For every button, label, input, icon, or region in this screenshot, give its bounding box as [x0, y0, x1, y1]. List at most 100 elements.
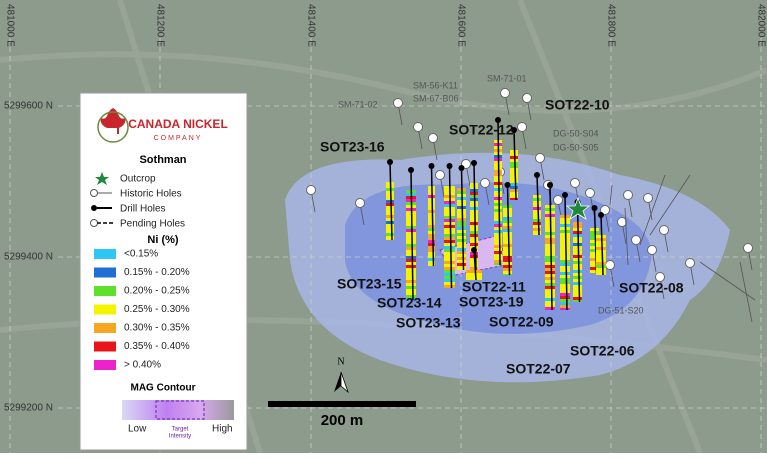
assay-interval	[560, 275, 570, 278]
assay-interval	[560, 305, 570, 308]
assay-interval	[457, 233, 466, 236]
assay-interval	[545, 274, 555, 277]
assay-interval	[457, 215, 466, 218]
assay-interval	[494, 242, 502, 245]
assay-interval	[510, 183, 518, 186]
assay-interval	[545, 283, 555, 286]
assay-interval	[533, 210, 541, 213]
historic-hole-label: DG-51-S20	[598, 305, 644, 315]
assay-interval	[386, 191, 394, 194]
assay-interval	[406, 277, 416, 280]
drill-collar	[428, 163, 435, 169]
assay-interval	[494, 248, 502, 251]
ni-swatch	[94, 304, 116, 315]
drill-collar	[387, 159, 393, 165]
assay-interval	[386, 221, 394, 224]
assay-interval	[510, 189, 518, 192]
historic-hole	[517, 122, 527, 132]
easting-label: 482000 E	[755, 4, 766, 47]
assay-interval	[406, 256, 416, 259]
assay-interval	[560, 299, 570, 302]
assay-interval	[494, 251, 502, 254]
assay-interval	[545, 298, 555, 301]
assay-interval	[494, 227, 502, 230]
assay-interval	[466, 270, 482, 273]
assay-interval	[406, 226, 416, 229]
assay-interval	[590, 243, 599, 246]
historic-hole-label: DG-50-S04	[553, 128, 599, 138]
assay-interval	[545, 277, 555, 280]
assay-interval	[406, 295, 416, 298]
assay-interval	[494, 206, 502, 209]
historic-hole	[480, 178, 490, 188]
logo-ring	[97, 111, 129, 143]
northing-label: 5299400 N	[4, 252, 53, 263]
historic-trace	[624, 207, 629, 266]
assay-interval	[428, 243, 435, 246]
assay-interval	[494, 215, 502, 218]
assay-interval	[533, 201, 541, 204]
drill-trace	[448, 165, 453, 289]
assay-interval	[428, 216, 435, 219]
assay-interval	[560, 278, 570, 281]
drill-trace	[430, 165, 435, 267]
assay-interval	[545, 259, 555, 262]
assay-interval	[494, 236, 502, 239]
assay-interval	[428, 237, 435, 240]
assay-interval	[444, 276, 455, 279]
assay-interval	[503, 265, 512, 268]
assay-interval	[503, 220, 512, 223]
assay-interval	[406, 247, 416, 250]
logo	[100, 108, 126, 134]
assay-interval	[545, 265, 555, 268]
assay-interval	[406, 280, 416, 283]
assay-interval	[444, 252, 455, 255]
assay-interval	[444, 258, 455, 261]
assay-interval	[466, 276, 482, 279]
assay-interval	[503, 235, 512, 238]
assay-interval	[470, 234, 478, 237]
assay-interval	[444, 261, 455, 264]
assay-interval	[590, 252, 599, 255]
historic-hole	[500, 88, 510, 98]
historic-hole	[393, 98, 403, 108]
assay-interval	[494, 179, 502, 182]
ni-swatch	[94, 323, 116, 333]
assay-interval	[406, 229, 416, 232]
historic-symbol	[90, 189, 98, 197]
historic-hole	[643, 193, 653, 203]
drill-collar	[534, 172, 540, 178]
mag-low: Low	[128, 424, 147, 435]
assay-interval	[596, 274, 606, 275]
north-arrow	[340, 371, 349, 394]
assay-interval	[533, 228, 541, 231]
holes	[306, 88, 756, 323]
assay-interval	[444, 228, 455, 231]
drill-hole-label: SOT22-12	[449, 122, 514, 138]
assay-interval	[545, 235, 555, 238]
assay-interval	[470, 264, 478, 267]
assay-interval	[406, 274, 416, 277]
assay-interval	[503, 253, 512, 256]
assay-interval	[590, 270, 599, 273]
historic-trace	[649, 174, 691, 236]
legend: CANADA NICKEL COMPANY Sothman Ni (%) MAG…	[79, 92, 248, 451]
historic-trace	[699, 261, 756, 301]
assay-interval	[406, 268, 416, 271]
drill-hole-label: SOT22-07	[506, 361, 571, 377]
assay-interval	[545, 301, 555, 304]
assay-interval	[406, 253, 416, 256]
assay-interval	[573, 246, 582, 249]
historic-hole-label: SM-71-02	[338, 99, 378, 109]
assay-interval	[386, 233, 394, 236]
assay-interval	[573, 270, 582, 273]
assay-interval	[444, 255, 455, 258]
labels: SOT23-16 SOT22-12 SOT22-10 SOT23-15 SOT23-14…	[320, 73, 684, 376]
assay-interval	[560, 254, 570, 257]
assay-interval	[470, 216, 478, 219]
assay-interval	[533, 204, 541, 207]
assay-interval	[470, 228, 478, 231]
assay-interval	[590, 237, 599, 240]
assay-interval	[444, 285, 455, 288]
historic-hole	[623, 190, 633, 200]
